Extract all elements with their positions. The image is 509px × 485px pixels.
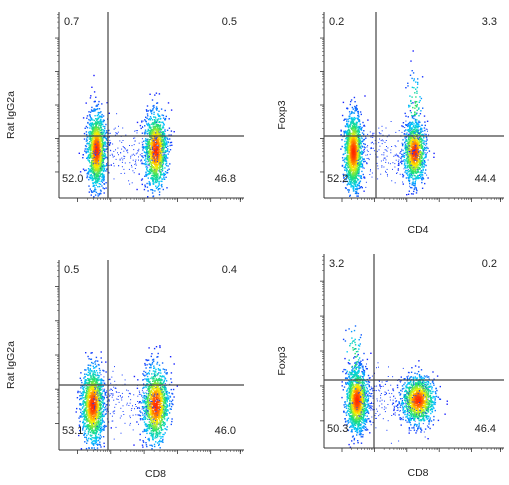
- x-axis-label: CD4: [407, 224, 428, 236]
- quadrant-upper-left-percent: 3.2: [329, 258, 344, 270]
- quadrant-gate: [59, 260, 244, 450]
- quadrant-gate: [324, 12, 504, 198]
- quadrant-lower-right-percent: 46.0: [215, 425, 236, 437]
- quadrant-upper-left-percent: 0.5: [64, 264, 79, 276]
- quadrant-lower-right-percent: 46.4: [475, 423, 496, 435]
- population-1: [75, 351, 112, 450]
- population-3: [342, 325, 369, 405]
- axis-ticks: [55, 14, 243, 202]
- population-2: [397, 101, 435, 196]
- x-axis-label: CD8: [407, 467, 428, 479]
- flow-plot-2: 0.2 3.3 52.2 44.4 CD4 Foxp3: [276, 12, 504, 236]
- population-1: [78, 74, 112, 198]
- x-axis-label: CD8: [145, 468, 166, 480]
- event-cloud: [78, 74, 175, 198]
- quadrant-upper-left-percent: 0.2: [329, 16, 344, 28]
- quadrant-upper-right-percent: 3.3: [482, 16, 497, 28]
- event-cloud: [75, 345, 178, 450]
- y-axis-label: Rat IgG2a: [5, 341, 17, 389]
- quadrant-lower-right-percent: 44.4: [475, 173, 496, 185]
- flow-plot-4: 3.2 0.2 50.3 46.4 CD8 Foxp3: [276, 254, 504, 479]
- quadrant-lower-left-percent: 52.2: [327, 173, 348, 185]
- sparse-events: [356, 362, 429, 444]
- population-2: [136, 92, 175, 198]
- quadrant-upper-right-percent: 0.5: [222, 16, 237, 28]
- axis-ticks: [55, 262, 243, 454]
- sparse-events: [356, 116, 430, 188]
- quadrant-lower-left-percent: 53.1: [62, 425, 83, 437]
- axis-ticks: [320, 14, 503, 202]
- quadrant-upper-right-percent: 0.4: [222, 264, 237, 276]
- quadrant-lower-right-percent: 46.8: [215, 173, 236, 185]
- population-3: [404, 50, 424, 155]
- sparse-events: [92, 113, 167, 185]
- flow-plot-1: 0.7 0.5 52.0 46.8 CD4 Rat IgG2a: [5, 12, 244, 236]
- axis-ticks: [320, 256, 503, 452]
- quadrant-lower-left-percent: 50.3: [327, 423, 348, 435]
- event-cloud: [340, 50, 435, 198]
- quadrant-upper-left-percent: 0.7: [64, 16, 79, 28]
- quadrant-lower-left-percent: 52.0: [62, 173, 83, 185]
- y-axis-label: Foxp3: [276, 100, 288, 129]
- population-2: [133, 345, 178, 450]
- x-axis-label: CD4: [145, 224, 166, 236]
- quadrant-upper-right-percent: 0.2: [482, 258, 497, 270]
- population-1: [340, 95, 374, 198]
- population-2: [392, 360, 448, 440]
- quadrant-gate: [324, 254, 504, 448]
- flow-plot-3: 0.5 0.4 53.1 46.0 CD8 Rat IgG2a: [5, 260, 244, 480]
- sparse-events: [92, 366, 167, 440]
- quadrant-gate: [59, 12, 244, 198]
- y-axis-label: Foxp3: [276, 346, 288, 375]
- y-axis-label: Rat IgG2a: [5, 91, 17, 139]
- event-cloud: [341, 325, 448, 448]
